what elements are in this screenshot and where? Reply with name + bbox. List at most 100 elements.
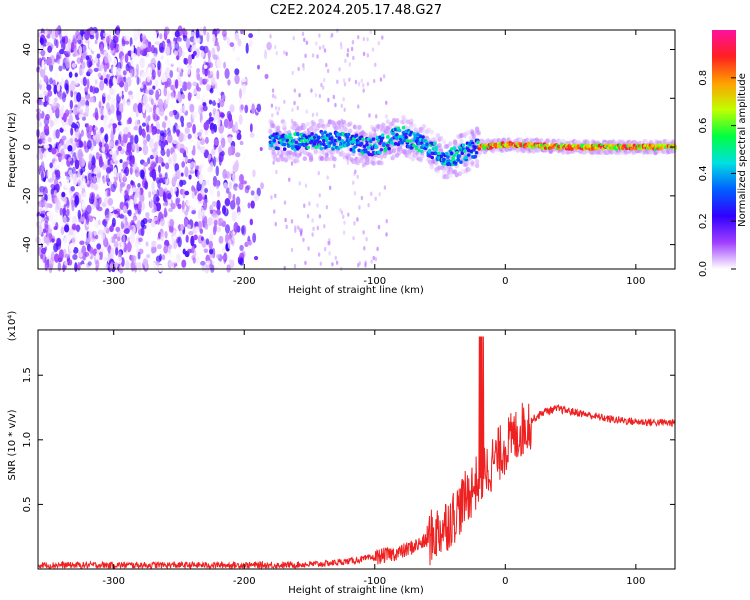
spectrogram-cell	[80, 263, 86, 273]
spectrogram-cell	[298, 227, 301, 233]
spectrogram-cell	[123, 173, 127, 182]
spectrogram-cell	[337, 136, 342, 140]
spectrogram-cell	[342, 230, 346, 235]
spectrogram-cell	[342, 214, 345, 220]
spectrogram-cell	[64, 83, 69, 91]
spectrogram-cell	[146, 46, 152, 53]
spectrogram-cell	[181, 259, 187, 268]
spectrogram-cell	[89, 34, 95, 40]
spectrogram-cell	[380, 133, 385, 137]
spectrogram-cell	[196, 72, 201, 81]
spectrogram-cell	[40, 207, 45, 212]
spectrogram-cell	[118, 44, 124, 53]
spectrogram-cell	[316, 203, 319, 208]
spectrogram-cell	[366, 81, 370, 87]
spectrogram-cell	[215, 165, 220, 177]
spectrogram-cell	[343, 82, 347, 87]
spectrogram-cell	[145, 241, 149, 247]
spectrogram-cell	[190, 31, 195, 37]
spectrogram-cell	[137, 251, 141, 260]
spectrogram-cell	[137, 201, 142, 210]
spectrogram-cell	[231, 210, 237, 222]
spectrogram-cell	[226, 170, 231, 180]
spectrogram-cell	[181, 161, 186, 168]
spectrogram-cell	[115, 246, 119, 256]
y-tick-label: 1.5	[22, 367, 33, 383]
spectrogram-cell	[99, 80, 105, 91]
spectrogram-cell	[84, 210, 88, 220]
spectrogram-cell	[47, 168, 52, 179]
spectrogram-cell	[357, 34, 360, 40]
spectrogram-cell	[71, 199, 75, 208]
spectrogram-cell	[366, 37, 369, 42]
spectrogram-cell	[129, 199, 134, 206]
spectrogram-cell	[311, 53, 315, 58]
spectrogram-cell	[43, 144, 50, 149]
spectrogram-cell	[64, 253, 71, 259]
spectrogram-cell	[283, 99, 286, 104]
spectrogram-cell	[165, 45, 171, 56]
spectrogram-cell	[65, 57, 71, 69]
spectrogram-cell	[77, 100, 82, 109]
spectrogram-cell	[293, 88, 297, 93]
spectrogram-cell	[410, 156, 416, 162]
spectrogram-cell	[199, 228, 204, 234]
spectrogram-cell	[116, 236, 121, 242]
spectrogram-cell	[239, 244, 244, 252]
spectrogram-cell	[57, 261, 62, 272]
spectrogram-cell	[36, 152, 42, 161]
spectrogram-cell	[351, 40, 355, 45]
spectrogram-cell	[271, 93, 275, 99]
spectrogram-cell	[129, 166, 133, 176]
spectrogram-cell	[39, 131, 45, 140]
spectrogram-cell	[348, 62, 352, 67]
spectrogram-cell	[142, 146, 146, 154]
spectrogram-cell	[277, 106, 281, 112]
spectrogram-cell	[338, 67, 341, 72]
spectrogram-cell	[152, 30, 157, 42]
spectrogram-cell	[104, 54, 109, 64]
colorbar-label: Normalized spectral amplitude	[737, 73, 748, 227]
colorbar-tick-label: 0.2	[698, 213, 709, 229]
spectrogram-cell	[269, 143, 274, 148]
spectrogram-cell	[214, 110, 220, 121]
spectrogram-cell	[113, 241, 119, 248]
spectrogram-cell	[173, 50, 179, 57]
spectrogram-cell	[188, 174, 192, 180]
spectrogram-cell	[156, 244, 162, 250]
spectrogram-cell	[149, 199, 155, 210]
spectrogram-cell	[157, 53, 162, 61]
spectrogram-cell	[87, 261, 92, 266]
spectrogram-cell	[142, 43, 147, 49]
spectrogram-cell	[151, 181, 155, 192]
spectrogram-cell	[346, 52, 349, 58]
spectrogram-cell	[176, 182, 180, 189]
spectrogram-cell	[382, 153, 387, 159]
spectrogram-cell	[185, 38, 191, 49]
spectrogram-cell	[98, 196, 102, 205]
spectrogram-cell	[151, 128, 156, 136]
spectrogram-cell	[365, 237, 368, 242]
spectrogram-cell	[181, 200, 185, 211]
spectrogram-cell	[234, 121, 238, 132]
spectrogram-cell	[292, 139, 296, 143]
spectrogram-cell	[333, 163, 336, 169]
spectrogram-cell	[194, 226, 200, 232]
spectrogram-cell	[242, 155, 247, 160]
spectrogram-cell	[275, 125, 281, 131]
spectrogram-cell	[302, 66, 305, 71]
spectrogram-cell	[438, 135, 444, 141]
spectrogram-cell	[221, 94, 226, 100]
spectrogram-cell	[67, 144, 73, 152]
spectrogram-cell	[61, 191, 66, 198]
spectrogram-cell	[474, 163, 480, 169]
spectrogram-cell	[68, 114, 73, 125]
spectrogram-cell	[88, 153, 93, 162]
spectrogram-cell	[60, 148, 65, 156]
spectrogram-cell	[87, 231, 93, 240]
spectrogram-cell	[108, 181, 113, 186]
spectrogram-cell	[126, 119, 130, 125]
spectrogram-cell	[319, 146, 324, 151]
spectrogram-cell	[328, 241, 331, 246]
spectrogram-cell	[190, 46, 195, 53]
